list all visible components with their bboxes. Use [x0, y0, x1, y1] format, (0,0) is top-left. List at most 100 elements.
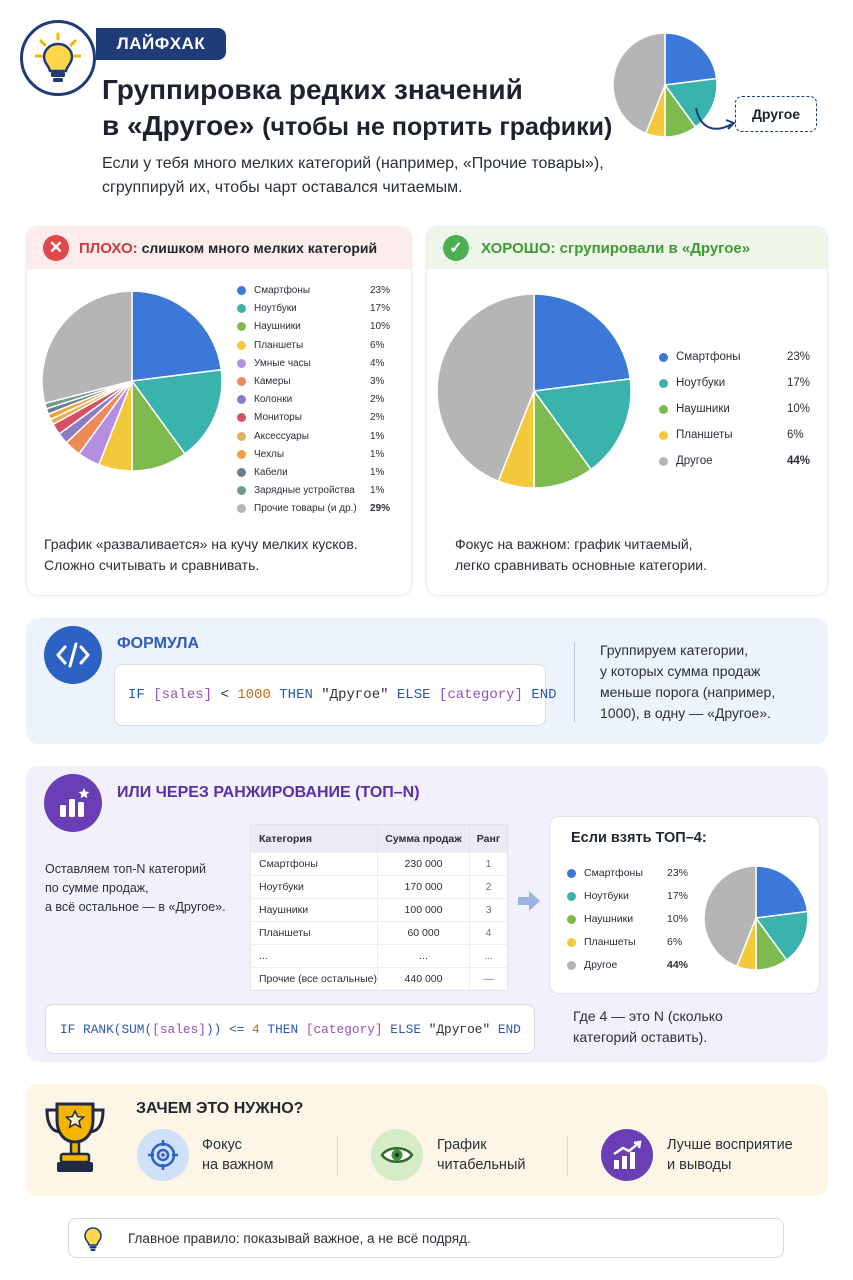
why-item-focus: Фокус на важном — [202, 1135, 273, 1175]
good-card-title: ХОРОШО: сгрупировали в «Другое» — [481, 240, 750, 257]
why-divider-1 — [337, 1136, 338, 1176]
why-item-focus-line-2: на важном — [202, 1157, 274, 1173]
legend-percent: 2% — [370, 412, 385, 424]
table-row: Планшеты 60 000 4 — [250, 921, 508, 945]
legend-item: Умные часы — [237, 358, 311, 369]
legend-item: Ноутбуки — [567, 890, 629, 902]
legend-item: Другое — [567, 959, 617, 971]
legend-swatch — [237, 286, 246, 295]
legend-percent: 1% — [370, 430, 385, 442]
bad-card-title: ПЛОХО: слишком много мелких категорий — [79, 240, 377, 257]
lightbulb-icon — [35, 32, 81, 82]
code-icon — [56, 642, 90, 668]
legend-percent: 29% — [370, 503, 391, 515]
legend-label: Умные часы — [254, 357, 311, 369]
legend-item: Ноутбуки — [237, 303, 297, 314]
cell-sales: 440 000 — [377, 967, 470, 991]
bad-note: График «разваливается» на кучу мелких ку… — [44, 534, 358, 576]
pie-slice-смартфоны — [131, 290, 223, 382]
why-item-readable-line-1: График — [437, 1137, 487, 1153]
formula-title: ФОРМУЛА — [117, 635, 200, 652]
formula-divider — [574, 642, 575, 722]
rank-code-box[interactable]: IF RANK(SUM([sales])) <= 4 THEN [categor… — [45, 1004, 535, 1054]
legend-swatch — [237, 431, 246, 441]
legend-percent: 17% — [667, 890, 689, 902]
legend-label: Зарядные устройства — [254, 485, 355, 497]
field-category: [category] — [438, 687, 523, 703]
target-icon-badge — [137, 1129, 189, 1181]
legend-item: Зарядные устройства — [237, 485, 355, 496]
legend-percent: 23% — [787, 351, 811, 363]
legend-percent: 1% — [370, 485, 385, 497]
why-title: ЗАЧЕМ ЭТО НУЖНО? — [136, 1100, 304, 1117]
kw-end: END — [531, 687, 557, 703]
bad-card-header — [27, 227, 411, 269]
cross-icon: ✕ — [43, 235, 69, 261]
pie-slice-ноутбуки — [754, 910, 809, 962]
legend-item: Ноутбуки — [659, 377, 725, 389]
title-line-1: Группировка редких значений — [102, 74, 523, 105]
legend-item: Прочие товары (и др.) — [237, 503, 357, 514]
legend-swatch — [237, 322, 246, 332]
code-icon-badge — [44, 626, 102, 684]
ranking-desc-line-2: по сумме продаж, — [45, 881, 149, 895]
legend-item: Наушники — [659, 403, 730, 415]
why-item-focus-line-1: Фокус — [202, 1137, 242, 1153]
ranking-chart-icon — [60, 788, 90, 817]
top4-card: Если взять ТОП–4: Смартфоны 23% Ноутбуки 17… — [549, 816, 820, 994]
cell-sales: ... — [377, 944, 470, 968]
table-row: Наушники 100 000 3 — [250, 898, 508, 922]
formula-note-line-1: Группируем категории, — [600, 642, 749, 658]
good-card-header — [427, 227, 827, 269]
legend-item: Смартфоны — [237, 285, 310, 296]
legend-label: Планшеты — [254, 339, 304, 351]
legend-label: Ноутбуки — [584, 890, 629, 902]
cell-sales: 170 000 — [377, 875, 470, 899]
table-row: Ноутбуки 170 000 2 — [250, 875, 508, 899]
legend-percent: 3% — [370, 376, 385, 387]
cell-category: Планшеты — [250, 921, 378, 945]
formula-code-box[interactable]: IF [sales] < 1000 THEN "Другое" ELSE [ca… — [114, 664, 557, 726]
rank-kw-end: END — [497, 1021, 521, 1037]
legend-swatch — [659, 430, 668, 440]
rank-close: )) <= — [205, 1021, 245, 1037]
legend-percent: 1% — [370, 448, 385, 460]
legend-swatch — [567, 914, 576, 924]
cell-rank: 3 — [485, 904, 492, 916]
eye-icon-badge — [371, 1129, 423, 1181]
legend-swatch — [567, 937, 576, 947]
legend-swatch — [659, 378, 668, 388]
legend-item: Кабели — [237, 467, 288, 478]
cell-rank: 1 — [485, 858, 492, 870]
formula-note-line-3: меньше порога (например, — [600, 684, 776, 700]
good-title-strong: ХОРОШО: — [481, 240, 556, 257]
ranking-icon-badge — [44, 774, 102, 832]
legend-label: Колонки — [254, 394, 293, 406]
legend-item: Планшеты — [659, 429, 733, 441]
rank-fn: RANK(SUM( — [83, 1021, 153, 1037]
cell-rank: 2 — [485, 881, 492, 893]
table-header-sales: Сумма продаж — [377, 824, 470, 853]
bad-note-line-2: Сложно считывать и сравнивать. — [44, 557, 260, 573]
legend-percent: 17% — [787, 377, 811, 389]
legend-label: Мониторы — [254, 412, 302, 424]
legend-item: Смартфоны — [659, 351, 741, 363]
rank-field-sales: [sales] — [152, 1021, 206, 1037]
ranking-section: ИЛИ ЧЕРЕЗ РАНЖИРОВАНИЕ (ТОП–N) Оставляем… — [26, 766, 828, 1062]
rank-field-category: [category] — [305, 1021, 383, 1037]
legend-percent: 10% — [787, 403, 811, 415]
legend-label: Наушники — [584, 913, 634, 925]
legend-percent: 4% — [370, 357, 385, 369]
good-note: Фокус на важном: график читаемый, легко … — [455, 534, 707, 576]
legend-swatch — [237, 377, 246, 386]
cell-category: Прочие (все остальные) — [250, 967, 378, 991]
legend-label: Планшеты — [676, 429, 733, 441]
legend-label: Прочие товары (и др.) — [254, 503, 357, 515]
callout-arrow — [695, 107, 736, 130]
legend-item: Чехлы — [237, 449, 284, 460]
legend-swatch — [237, 486, 246, 496]
rule-banner: Главное правило: показывай важное, а не … — [68, 1218, 784, 1258]
legend-label: Кабели — [254, 467, 288, 478]
legend-percent: 23% — [370, 285, 391, 296]
cell-rank: — — [483, 973, 494, 985]
